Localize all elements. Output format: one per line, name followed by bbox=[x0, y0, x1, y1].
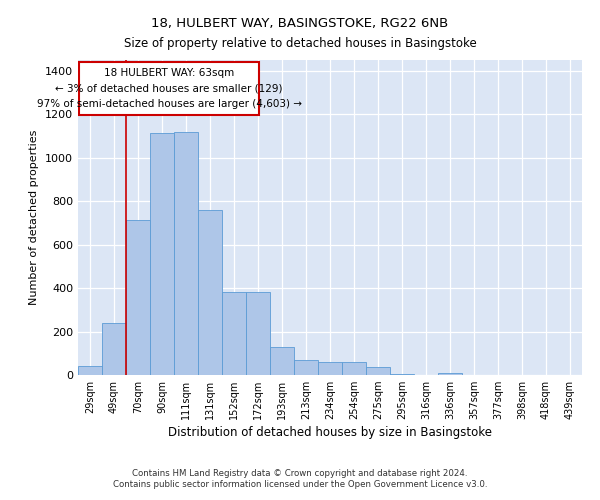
Text: Size of property relative to detached houses in Basingstoke: Size of property relative to detached ho… bbox=[124, 38, 476, 51]
Text: Contains HM Land Registry data © Crown copyright and database right 2024.: Contains HM Land Registry data © Crown c… bbox=[132, 468, 468, 477]
Bar bbox=[366, 368, 390, 375]
Bar bbox=[174, 132, 198, 375]
Y-axis label: Number of detached properties: Number of detached properties bbox=[29, 130, 40, 305]
Bar bbox=[126, 220, 150, 375]
Bar bbox=[222, 292, 246, 375]
Bar bbox=[390, 374, 414, 375]
Bar bbox=[438, 373, 462, 375]
Bar bbox=[78, 366, 102, 375]
Bar bbox=[198, 210, 222, 375]
Bar bbox=[102, 323, 126, 375]
Bar bbox=[246, 292, 270, 375]
X-axis label: Distribution of detached houses by size in Basingstoke: Distribution of detached houses by size … bbox=[168, 426, 492, 440]
Bar bbox=[294, 360, 318, 375]
Text: 18 HULBERT WAY: 63sqm
← 3% of detached houses are smaller (129)
97% of semi-deta: 18 HULBERT WAY: 63sqm ← 3% of detached h… bbox=[37, 68, 302, 110]
Bar bbox=[150, 133, 174, 375]
Text: Contains public sector information licensed under the Open Government Licence v3: Contains public sector information licen… bbox=[113, 480, 487, 489]
FancyBboxPatch shape bbox=[79, 62, 259, 116]
Bar bbox=[342, 362, 366, 375]
Bar bbox=[270, 347, 294, 375]
Text: 18, HULBERT WAY, BASINGSTOKE, RG22 6NB: 18, HULBERT WAY, BASINGSTOKE, RG22 6NB bbox=[151, 18, 449, 30]
Bar bbox=[318, 362, 342, 375]
